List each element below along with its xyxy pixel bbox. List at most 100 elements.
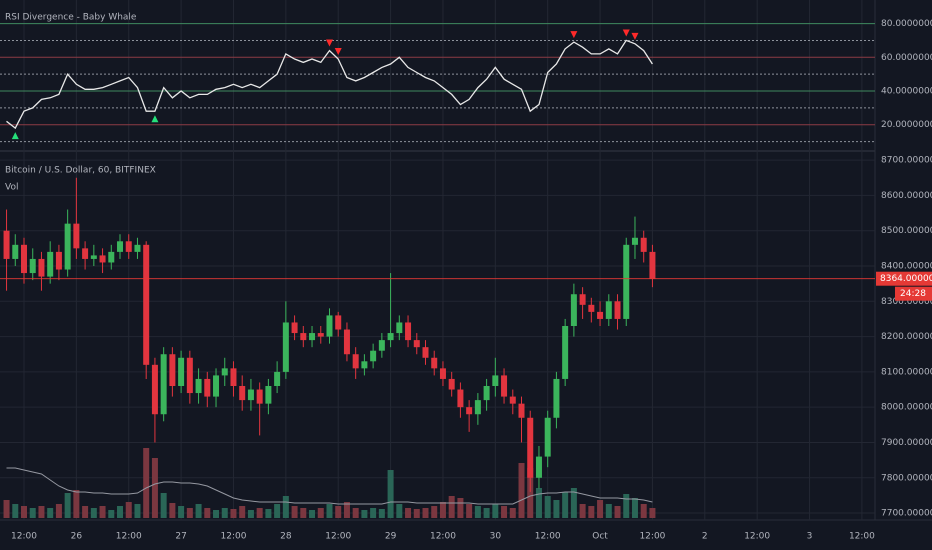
candle-body bbox=[326, 315, 333, 337]
volume-bar bbox=[317, 508, 324, 518]
x-tick-label: 28 bbox=[280, 532, 292, 542]
candle-body bbox=[640, 237, 647, 252]
bear-signal bbox=[570, 31, 578, 39]
candle-body bbox=[265, 386, 272, 404]
candle-body bbox=[649, 251, 656, 279]
volume-bar bbox=[378, 509, 385, 518]
candle-body bbox=[64, 223, 71, 270]
volume-bar bbox=[178, 506, 185, 518]
candle-body bbox=[317, 333, 324, 337]
volume-bar bbox=[169, 503, 176, 518]
candle-body bbox=[405, 322, 412, 341]
candle-body bbox=[518, 403, 525, 418]
rsi-tick-label: 60.00000000 bbox=[881, 53, 932, 63]
candle-body bbox=[90, 255, 97, 259]
bear-signal bbox=[622, 29, 630, 37]
candle-body bbox=[247, 389, 254, 401]
candle-body bbox=[178, 357, 185, 386]
x-tick-label: 12:00 bbox=[849, 532, 875, 542]
candle-body bbox=[12, 244, 19, 259]
candle-body bbox=[169, 354, 176, 386]
rsi-pane bbox=[0, 23, 875, 143]
rsi-line bbox=[6, 39, 653, 130]
x-tick-label: 12:00 bbox=[744, 532, 770, 542]
volume-bar bbox=[544, 496, 551, 518]
x-tick-label: 30 bbox=[490, 532, 502, 542]
candle-body bbox=[151, 364, 158, 415]
candle-body bbox=[160, 354, 167, 415]
volume-bar bbox=[431, 506, 438, 518]
candle-body bbox=[82, 248, 89, 259]
y-tick-label: 7900.00000000 bbox=[881, 438, 932, 448]
candle-body bbox=[605, 301, 612, 319]
y-tick-label: 8500.00000000 bbox=[881, 226, 932, 236]
bull-signal bbox=[151, 115, 159, 123]
volume-bar bbox=[282, 496, 289, 518]
volume-bar bbox=[649, 508, 656, 518]
candle-body bbox=[274, 371, 281, 386]
candle-body bbox=[134, 244, 141, 252]
candle-body bbox=[535, 456, 542, 478]
candle-body bbox=[448, 378, 455, 390]
candle-body bbox=[527, 417, 534, 478]
volume-bar bbox=[579, 504, 586, 518]
volume-bar bbox=[405, 508, 412, 518]
candle-body bbox=[614, 301, 621, 319]
candle-body bbox=[230, 368, 237, 386]
volume-label: Vol bbox=[5, 183, 18, 193]
volume-bar bbox=[160, 493, 167, 518]
volume-bar bbox=[588, 506, 595, 518]
volume-bar bbox=[439, 502, 446, 518]
volume-bar bbox=[99, 506, 106, 518]
candle-body bbox=[117, 241, 124, 252]
volume-bar bbox=[466, 504, 473, 518]
y-tick-label: 7700.00000000 bbox=[881, 509, 932, 519]
chart-title: Bitcoin / U.S. Dollar, 60, BITFINEX bbox=[5, 166, 156, 176]
candle-body bbox=[55, 251, 62, 270]
volume-bar bbox=[483, 508, 490, 518]
x-tick-label: 12:00 bbox=[221, 532, 247, 542]
candle-body bbox=[431, 357, 438, 369]
x-tick-label: 12:00 bbox=[430, 532, 456, 542]
countdown-box bbox=[895, 286, 932, 301]
candle-body bbox=[623, 244, 630, 319]
candle-body bbox=[361, 361, 368, 369]
candle-body bbox=[422, 347, 429, 358]
candle-body bbox=[474, 400, 481, 415]
candle-body bbox=[3, 230, 10, 259]
candle-body bbox=[352, 354, 359, 369]
volume-bar bbox=[21, 506, 28, 518]
candle-body bbox=[239, 386, 246, 401]
x-tick-label: 12:00 bbox=[535, 532, 561, 542]
volume-bar bbox=[204, 508, 211, 518]
candle-body bbox=[143, 244, 150, 365]
volume-bar bbox=[535, 488, 542, 518]
volume-bar bbox=[509, 508, 516, 518]
volume-bar bbox=[474, 506, 481, 518]
volume-bar bbox=[195, 504, 202, 518]
volume-bar bbox=[90, 508, 97, 518]
volume-bar bbox=[527, 468, 534, 518]
candle-body bbox=[579, 294, 586, 305]
bear-signal bbox=[325, 39, 333, 47]
candles bbox=[3, 177, 656, 492]
y-tick-label: 8100.00000000 bbox=[881, 367, 932, 377]
candle-body bbox=[370, 350, 377, 362]
x-tick-label: 12:00 bbox=[116, 532, 142, 542]
rsi-tick-label: 20.00000000 bbox=[881, 120, 932, 130]
candle-body bbox=[483, 386, 490, 401]
volume-bar bbox=[186, 508, 193, 518]
bear-signal bbox=[631, 32, 639, 40]
y-tick-label: 8300.00000000 bbox=[881, 297, 932, 307]
rsi-tick-label: 40.00000000 bbox=[881, 87, 932, 97]
candle-body bbox=[300, 333, 307, 341]
volume-bar bbox=[64, 493, 71, 518]
candle-body bbox=[29, 258, 36, 274]
volume-bar bbox=[265, 509, 272, 518]
bear-signal bbox=[334, 47, 342, 55]
volume-bar bbox=[29, 508, 36, 518]
volume-bar bbox=[12, 504, 19, 518]
bull-signal bbox=[11, 132, 19, 140]
candle-body bbox=[553, 378, 560, 418]
